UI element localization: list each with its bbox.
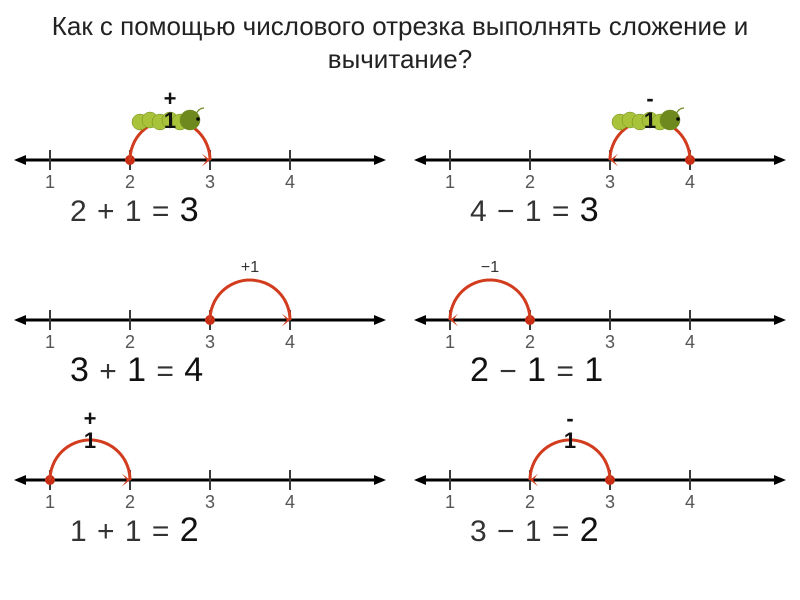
- equation: 1 + 1 = 2: [10, 511, 390, 550]
- arc-num: 1: [84, 428, 96, 453]
- tick-label: 2: [525, 332, 535, 350]
- numberline-svg: 1234+1: [10, 410, 390, 510]
- eq-operand: 1: [127, 351, 147, 389]
- eq-lhs: 1 + 1 =: [70, 515, 170, 548]
- numberline-cell: 1234-14 − 1 = 3: [410, 90, 790, 260]
- arc-num: 1: [164, 108, 176, 133]
- equation: 4 − 1 = 3: [410, 191, 790, 230]
- equation: 2 + 1 = 3: [10, 191, 390, 230]
- numberline-svg: 1234+1: [10, 90, 390, 190]
- page-title: Как с помощью числового отрезка выполнят…: [0, 0, 800, 75]
- numberline-svg: 1 2 3 4 −1: [410, 250, 790, 350]
- diagram-grid: 1234+12 + 1 = 31234-14 − 1 = 31234+13 + …: [0, 90, 800, 600]
- tick-label: 4: [285, 332, 295, 350]
- eq-answer: 3: [580, 191, 600, 229]
- tick-label: 4: [685, 332, 695, 350]
- page: { "title": "Как с помощью числового отре…: [0, 0, 800, 600]
- tick-label: 1: [45, 332, 55, 350]
- arc-num: 1: [644, 108, 656, 133]
- numberline-cell: 1234-13 − 1 = 2: [410, 410, 790, 580]
- tick-label: 3: [205, 492, 215, 510]
- jump-arc: [450, 280, 530, 320]
- equation: 3 − 1 = 2: [410, 511, 790, 550]
- tick-label: 3: [605, 332, 615, 350]
- tick-label: 4: [285, 172, 295, 190]
- numberline-cell: 1234+13 + 1 = 4: [10, 250, 390, 420]
- eq-op: +: [99, 355, 118, 388]
- eq-op: −: [499, 355, 518, 388]
- numberline-svg: 1234-1: [410, 410, 790, 510]
- numberline-svg: 1234-1: [410, 90, 790, 190]
- arc-label: +1: [241, 259, 259, 276]
- eq-operand: 1: [527, 351, 547, 389]
- eq-equals: =: [156, 355, 175, 388]
- tick-label: 2: [125, 332, 135, 350]
- tick-label: 1: [45, 172, 55, 190]
- tick-label: 1: [445, 332, 455, 350]
- eq-lhs: 4 − 1 =: [470, 195, 570, 228]
- eq-equals: =: [556, 355, 575, 388]
- tick-label: 3: [605, 172, 615, 190]
- eq-lhs: 3 − 1 =: [470, 515, 570, 548]
- tick-label: 2: [125, 492, 135, 510]
- tick-label: 2: [525, 172, 535, 190]
- eq-answer: 1: [584, 351, 604, 389]
- tick-label: 2: [125, 172, 135, 190]
- tick-label: 3: [605, 492, 615, 510]
- eq-answer: 2: [180, 511, 200, 549]
- eq-answer: 4: [184, 351, 204, 389]
- eq-answer: 2: [580, 511, 600, 549]
- eq-lhs: 2 + 1 =: [70, 195, 170, 228]
- eq-answer: 3: [180, 191, 200, 229]
- tick-label: 2: [525, 492, 535, 510]
- tick-label: 3: [205, 172, 215, 190]
- jump-arc: [210, 280, 290, 320]
- numberline-cell: 1234−12 − 1 = 1: [410, 250, 790, 420]
- tick-label: 4: [285, 492, 295, 510]
- arc-label: −1: [481, 259, 499, 276]
- tick-label: 1: [445, 492, 455, 510]
- numberline-cell: 1234+11 + 1 = 2: [10, 410, 390, 580]
- tick-label: 3: [205, 332, 215, 350]
- eq-operand: 3: [70, 351, 90, 389]
- tick-label: 4: [685, 172, 695, 190]
- numberline-cell: 1234+12 + 1 = 3: [10, 90, 390, 260]
- equation: 2 − 1 = 1: [410, 351, 790, 390]
- equation: 3 + 1 = 4: [10, 351, 390, 390]
- tick-label: 1: [45, 492, 55, 510]
- arc-num: 1: [564, 428, 576, 453]
- tick-label: 4: [685, 492, 695, 510]
- tick-label: 1: [445, 172, 455, 190]
- numberline-svg: 1 2 3 4 +1: [10, 250, 390, 350]
- eq-operand: 2: [470, 351, 490, 389]
